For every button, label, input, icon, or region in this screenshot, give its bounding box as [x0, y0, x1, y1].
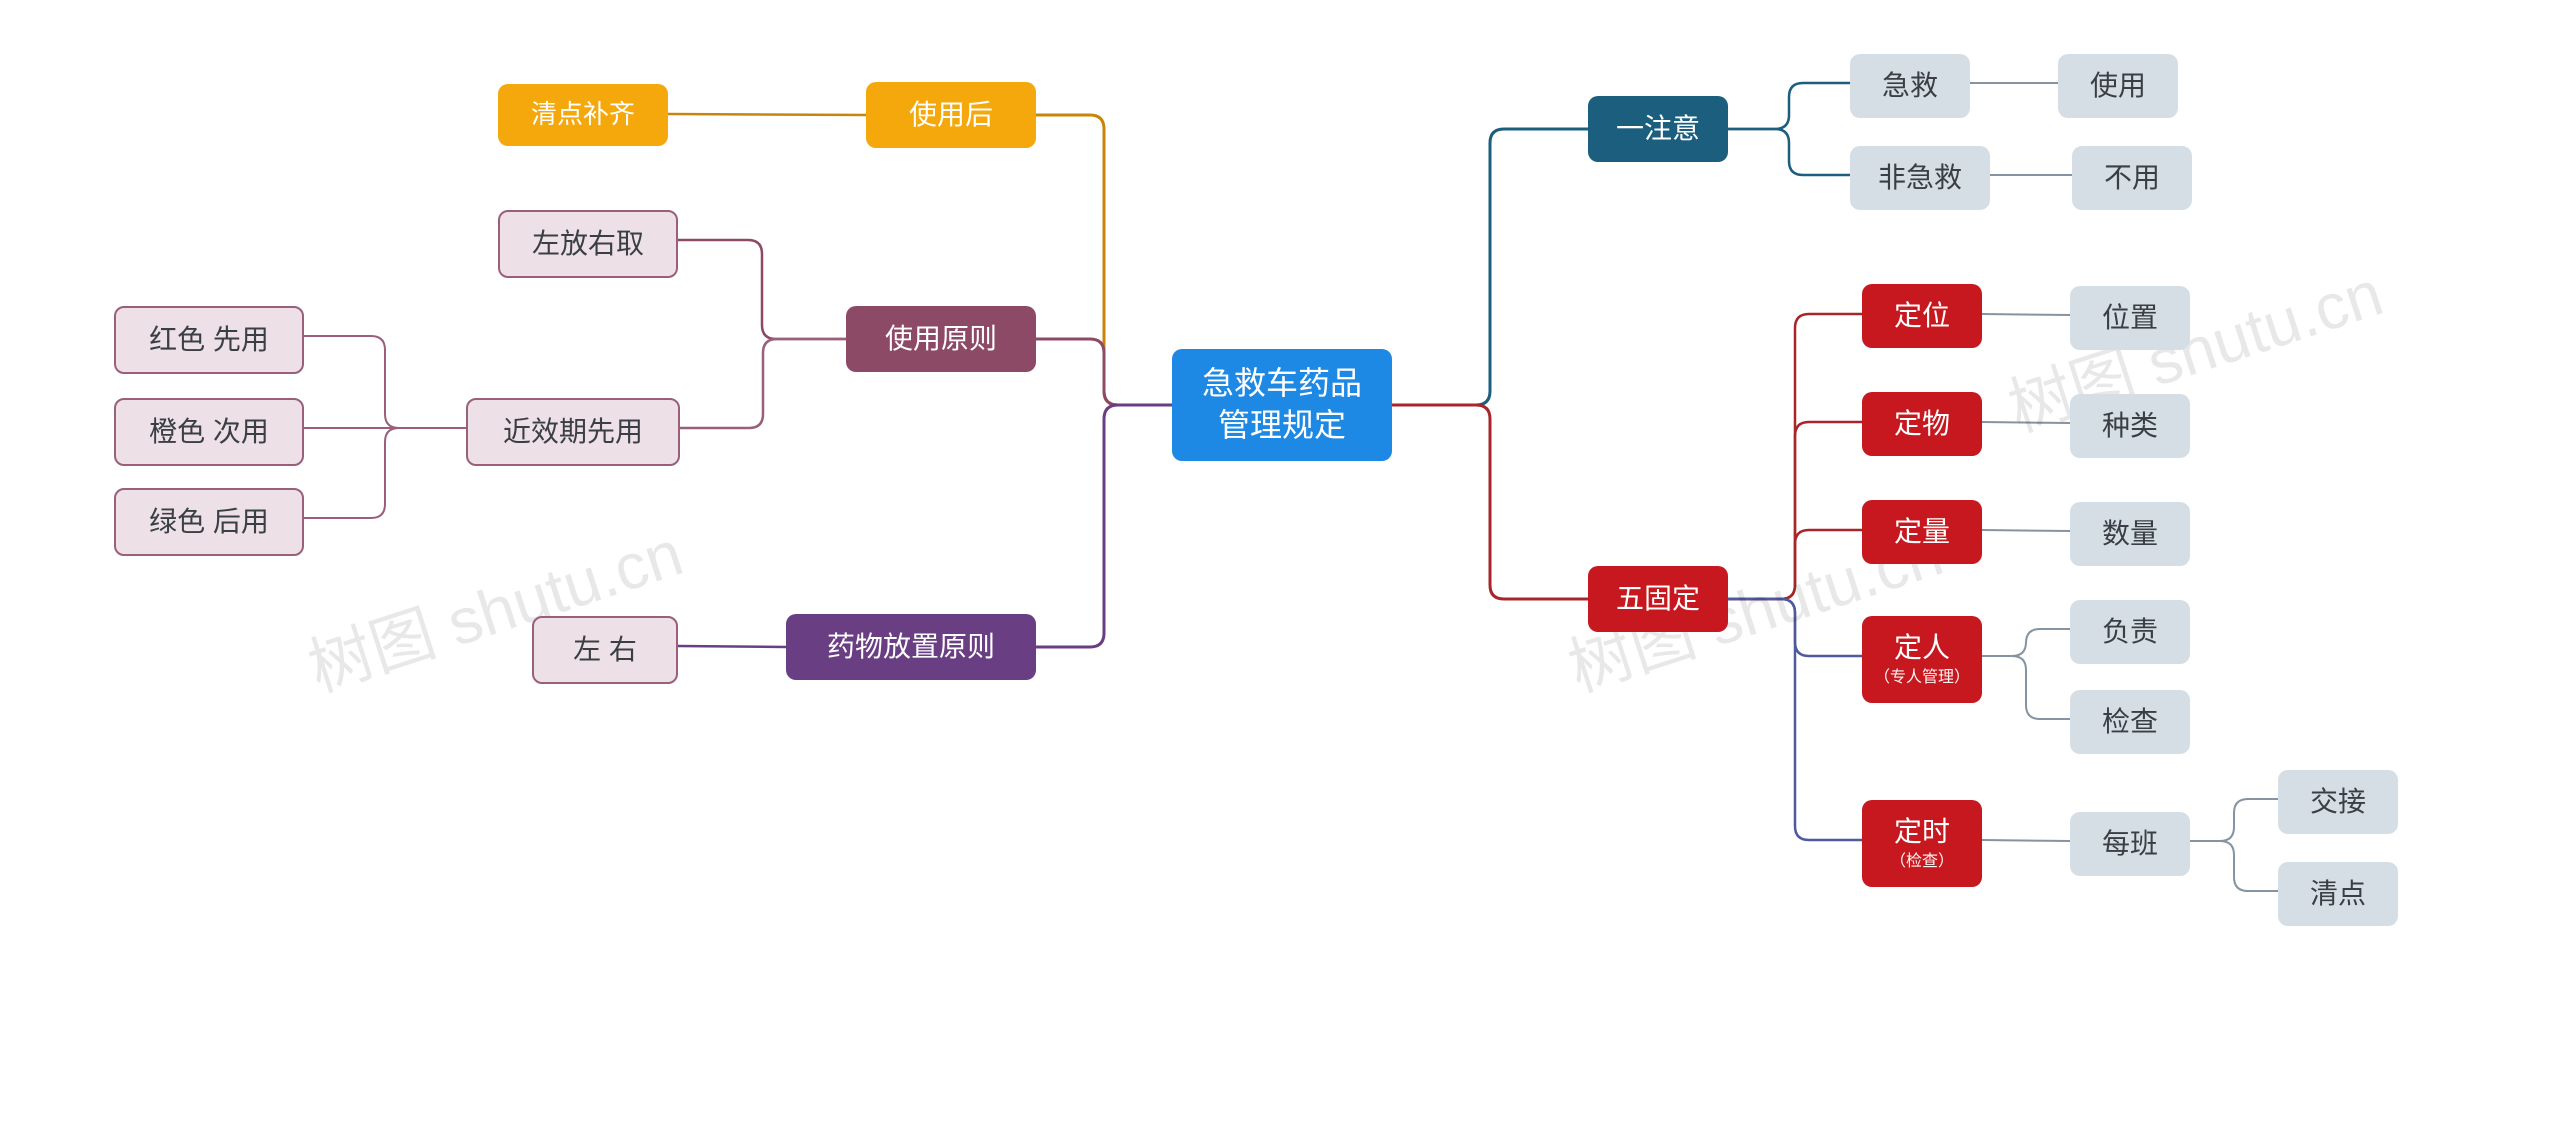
edge	[680, 339, 846, 428]
node-nonemerg: 非急救	[1850, 146, 1990, 210]
node-label: 定人	[1894, 630, 1950, 666]
edge	[1728, 599, 1862, 656]
edge	[1982, 530, 2070, 531]
node-label: 数量	[2102, 516, 2158, 552]
node-attn: 一注意	[1588, 96, 1728, 162]
edge	[1982, 656, 2070, 719]
edge	[1982, 840, 2070, 841]
node-label: 管理规定	[1218, 405, 1346, 447]
node-qty: 数量	[2070, 502, 2190, 566]
node-count: 清点	[2278, 862, 2398, 926]
edge	[1982, 314, 2070, 315]
node-label: 位置	[2102, 300, 2158, 336]
node-label: 药物放置原则	[827, 629, 995, 665]
node-root: 急救车药品管理规定	[1172, 349, 1392, 461]
node-green: 绿色 后用	[114, 488, 304, 556]
node-label: 非急救	[1878, 160, 1962, 196]
node-label: 五固定	[1616, 581, 1700, 617]
node-label: 清点补齐	[531, 98, 635, 132]
node-label: 红色 先用	[149, 322, 269, 358]
node-label: 每班	[2102, 826, 2158, 862]
edge	[2190, 799, 2278, 841]
node-dtime: 定时（检查）	[1862, 800, 1982, 887]
edge	[1036, 405, 1172, 647]
watermark-3: 树图 shutu.cn	[1995, 242, 2392, 449]
node-label: 种类	[2102, 408, 2158, 444]
edge	[1036, 339, 1172, 405]
node-red: 红色 先用	[114, 306, 304, 374]
node-five: 五固定	[1588, 566, 1728, 632]
node-emerg: 急救	[1850, 54, 1970, 118]
node-sublabel: （专人管理）	[1874, 668, 1970, 689]
node-expire: 近效期先用	[466, 398, 680, 466]
node-nouse: 不用	[2072, 146, 2192, 210]
node-resp: 负责	[2070, 600, 2190, 664]
node-label: 左放右取	[532, 226, 644, 262]
edge	[1392, 129, 1588, 405]
edge	[1982, 422, 2070, 423]
edge	[304, 336, 466, 428]
node-dqty: 定量	[1862, 500, 1982, 564]
node-pos: 位置	[2070, 286, 2190, 350]
edge	[678, 646, 786, 647]
edge	[2190, 841, 2278, 891]
edge	[1728, 530, 1862, 599]
node-label: 不用	[2104, 160, 2160, 196]
node-check: 检查	[2070, 690, 2190, 754]
node-label: 负责	[2102, 614, 2158, 650]
edge	[1392, 405, 1588, 599]
node-label: 橙色 次用	[149, 414, 269, 450]
node-refill: 清点补齐	[498, 84, 668, 146]
node-label: 使用后	[909, 97, 993, 133]
node-place: 药物放置原则	[786, 614, 1036, 680]
node-label: 交接	[2310, 784, 2366, 820]
node-label: 一注意	[1616, 111, 1700, 147]
node-principle: 使用原则	[846, 306, 1036, 372]
edge	[1728, 314, 1862, 599]
edge	[678, 240, 846, 339]
node-sublabel: （检查）	[1890, 852, 1954, 873]
node-label: 检查	[2102, 704, 2158, 740]
node-handover: 交接	[2278, 770, 2398, 834]
node-lput: 左放右取	[498, 210, 678, 278]
node-dpos: 定位	[1862, 284, 1982, 348]
node-label: 近效期先用	[503, 414, 643, 450]
node-lr: 左 右	[532, 616, 678, 684]
node-label: 定量	[1894, 514, 1950, 550]
node-label: 定物	[1894, 406, 1950, 442]
edge	[1728, 129, 1850, 175]
edge	[1728, 83, 1850, 129]
edge	[1036, 115, 1172, 405]
node-kind: 种类	[2070, 394, 2190, 458]
node-label: 使用原则	[885, 321, 997, 357]
edge	[304, 428, 466, 518]
node-label: 清点	[2310, 876, 2366, 912]
edge	[1982, 629, 2070, 656]
node-label: 使用	[2090, 68, 2146, 104]
node-use: 使用	[2058, 54, 2178, 118]
edge	[668, 114, 866, 115]
node-shift: 每班	[2070, 812, 2190, 876]
node-dthing: 定物	[1862, 392, 1982, 456]
node-after: 使用后	[866, 82, 1036, 148]
node-label: 定位	[1894, 298, 1950, 334]
edge	[1728, 599, 1862, 840]
node-label: 左 右	[573, 632, 637, 668]
node-label: 急救车药品	[1202, 363, 1362, 405]
node-label: 定时	[1894, 814, 1950, 850]
node-dperson: 定人（专人管理）	[1862, 616, 1982, 703]
edge	[1728, 422, 1862, 599]
node-orange: 橙色 次用	[114, 398, 304, 466]
node-label: 急救	[1882, 68, 1938, 104]
node-label: 绿色 后用	[149, 504, 269, 540]
